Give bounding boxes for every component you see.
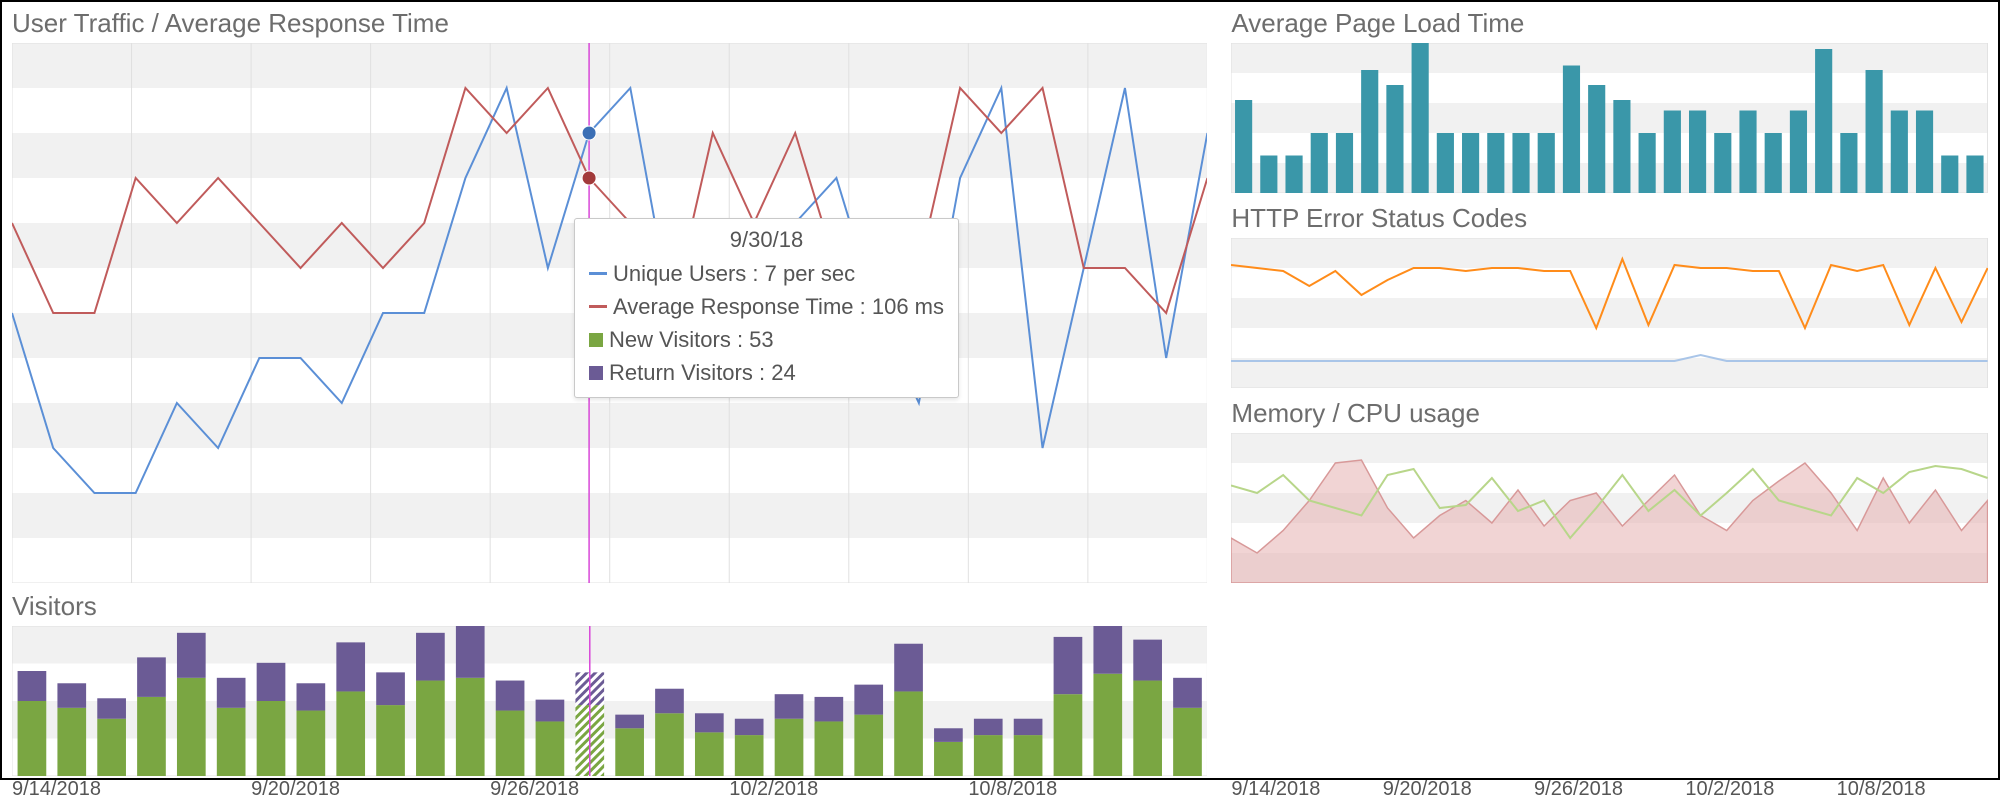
traffic-tooltip: 9/30/18 Unique Users : 7 per secAverage …	[574, 218, 959, 398]
http-panel: HTTP Error Status Codes	[1231, 203, 1988, 388]
traffic-panel: User Traffic / Average Response Time 9/3…	[12, 8, 1207, 583]
x-tick: 9/14/2018	[1231, 778, 1382, 801]
traffic-chart[interactable]: 9/30/18 Unique Users : 7 per secAverage …	[12, 43, 1207, 583]
tooltip-text: Average Response Time : 106 ms	[613, 290, 944, 323]
tooltip-swatch	[589, 366, 603, 380]
memcpu-title: Memory / CPU usage	[1231, 398, 1988, 429]
tooltip-row: Average Response Time : 106 ms	[589, 290, 944, 323]
memcpu-chart[interactable]	[1231, 433, 1988, 583]
x-tick: 9/14/2018	[12, 778, 251, 801]
x-tick: 10/8/2018	[968, 778, 1207, 801]
tooltip-swatch	[589, 305, 607, 308]
x-tick: 10/2/2018	[729, 778, 968, 801]
x-tick: 9/20/2018	[251, 778, 490, 801]
tooltip-text: Unique Users : 7 per sec	[613, 257, 855, 290]
x-tick: 9/20/2018	[1383, 778, 1534, 801]
http-chart[interactable]	[1231, 238, 1988, 388]
visitors-title: Visitors	[12, 591, 1207, 622]
tooltip-swatch	[589, 333, 603, 347]
tooltip-text: Return Visitors : 24	[609, 356, 796, 389]
traffic-title: User Traffic / Average Response Time	[12, 8, 1207, 39]
memcpu-panel: Memory / CPU usage	[1231, 398, 1988, 583]
x-tick: 9/26/2018	[1534, 778, 1685, 801]
tooltip-row: New Visitors : 53	[589, 323, 944, 356]
pageload-title: Average Page Load Time	[1231, 8, 1988, 39]
pageload-chart[interactable]	[1231, 43, 1988, 193]
x-tick: 10/8/2018	[1837, 778, 1988, 801]
tooltip-row: Return Visitors : 24	[589, 356, 944, 389]
x-tick: 10/2/2018	[1685, 778, 1836, 801]
tooltip-date: 9/30/18	[589, 227, 944, 253]
x-axis-right: 9/14/20189/20/20189/26/201810/2/201810/8…	[1231, 778, 1988, 801]
tooltip-text: New Visitors : 53	[609, 323, 774, 356]
visitors-panel: Visitors 9/14/20189/20/20189/26/201810/2…	[12, 591, 1207, 801]
visitors-chart[interactable]	[12, 626, 1207, 776]
http-title: HTTP Error Status Codes	[1231, 203, 1988, 234]
pageload-panel: Average Page Load Time	[1231, 8, 1988, 193]
x-tick: 9/26/2018	[490, 778, 729, 801]
x-axis-left: 9/14/20189/20/20189/26/201810/2/201810/8…	[12, 778, 1207, 801]
tooltip-swatch	[589, 272, 607, 275]
tooltip-row: Unique Users : 7 per sec	[589, 257, 944, 290]
